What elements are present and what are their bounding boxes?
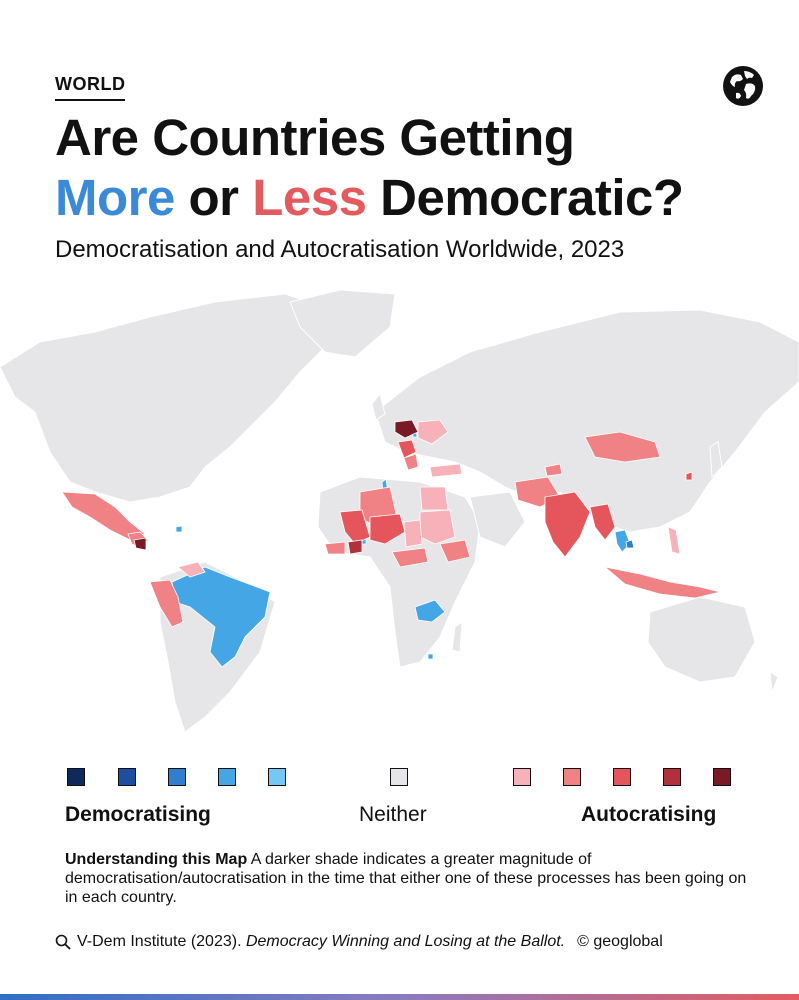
madagascar-landmass: [451, 620, 463, 653]
title-more-word: More: [55, 169, 175, 226]
country-zambia: [414, 599, 446, 623]
legend-label-democratising: Democratising: [65, 803, 211, 826]
legend-label-autocratising: Autocratising: [581, 803, 717, 826]
country-guinea: [324, 541, 346, 555]
search-icon: [55, 934, 71, 950]
country-tajik-kyrgyz: [544, 463, 563, 477]
legend-swatch-autocratising-4: [663, 768, 681, 786]
legend-swatch-autocratising-5: [713, 768, 731, 786]
source-title: Democracy Winning and Losing at the Ball…: [245, 933, 566, 950]
new-zealand-landmass: [769, 671, 779, 693]
title-end: Democratic?: [366, 169, 684, 226]
country-cameroon-car: [391, 547, 429, 568]
subtitle: Democratisation and Autocratisation Worl…: [55, 236, 625, 263]
country-cambodia: [625, 539, 635, 549]
country-egypt: [419, 486, 449, 511]
country-brazil: [171, 566, 271, 668]
country-dominican-rep: [175, 525, 183, 533]
note-heading: Understanding this Map: [65, 851, 248, 868]
greenland-landmass: [289, 289, 396, 358]
country-venezuela: [177, 561, 206, 578]
page-title: Are Countries Getting More or Less Democ…: [55, 108, 684, 228]
country-hungary-serbia: [397, 439, 417, 459]
country-mali: [339, 509, 371, 545]
source-citation: V-Dem Institute (2023). Democracy Winnin…: [55, 933, 663, 951]
japan-landmass: [709, 441, 723, 479]
country-south-korea: [685, 471, 693, 481]
country-poland: [394, 419, 419, 439]
brand-credit: © geoglobal: [577, 933, 663, 950]
legend-swatch-democratising-4: [218, 768, 236, 786]
eurasia-landmass: [374, 309, 799, 533]
source-prefix: V-Dem Institute (2023).: [77, 933, 246, 950]
legend-swatch-autocratising-1: [513, 768, 531, 786]
legend-swatch-democratising-1: [67, 768, 85, 786]
legend-swatch-autocratising-2: [563, 768, 581, 786]
country-indonesia: [603, 566, 721, 599]
bottom-gradient-bar: [0, 994, 799, 1000]
legend-swatch-democratising-3: [168, 768, 186, 786]
map-explanation: Understanding this Map A darker shade in…: [65, 850, 755, 907]
country-nicaragua: [133, 537, 147, 551]
world-map: [0, 289, 799, 733]
country-mongolia: [584, 431, 661, 463]
country-burkina-faso: [347, 539, 363, 555]
country-thailand: [614, 529, 631, 553]
australia-landmass: [647, 596, 756, 683]
legend-swatch-democratising-5: [268, 768, 286, 786]
globe-icon: [723, 66, 763, 106]
title-or-word: or: [174, 169, 253, 226]
country-india: [544, 491, 591, 558]
country-balkans: [403, 453, 419, 471]
country-turkey: [429, 463, 463, 478]
country-philippines: [667, 526, 681, 555]
uk-landmass: [371, 392, 386, 421]
country-ethiopia: [439, 539, 471, 563]
country-lesotho: [427, 653, 434, 660]
title-less-word: Less: [252, 169, 367, 226]
country-niger: [369, 513, 406, 545]
country-bangladesh-myanmar: [589, 503, 616, 541]
legend-swatch-autocratising-3: [613, 768, 631, 786]
country-peru: [149, 579, 184, 628]
north-america-landmass: [0, 293, 331, 503]
country-chad: [403, 519, 423, 548]
legend-swatch-neither: [390, 768, 408, 786]
category-label: WORLD: [55, 74, 126, 101]
country-sudan: [419, 509, 456, 545]
legend-swatch-democratising-2: [118, 768, 136, 786]
country-ukraine: [417, 419, 449, 445]
title-line1: Are Countries Getting: [55, 109, 575, 166]
arabia-landmass: [469, 491, 526, 548]
note-text: A darker shade indicates a greater magni…: [65, 851, 747, 906]
legend-swatches: [0, 768, 799, 790]
legend-label-neither: Neither: [359, 803, 427, 826]
